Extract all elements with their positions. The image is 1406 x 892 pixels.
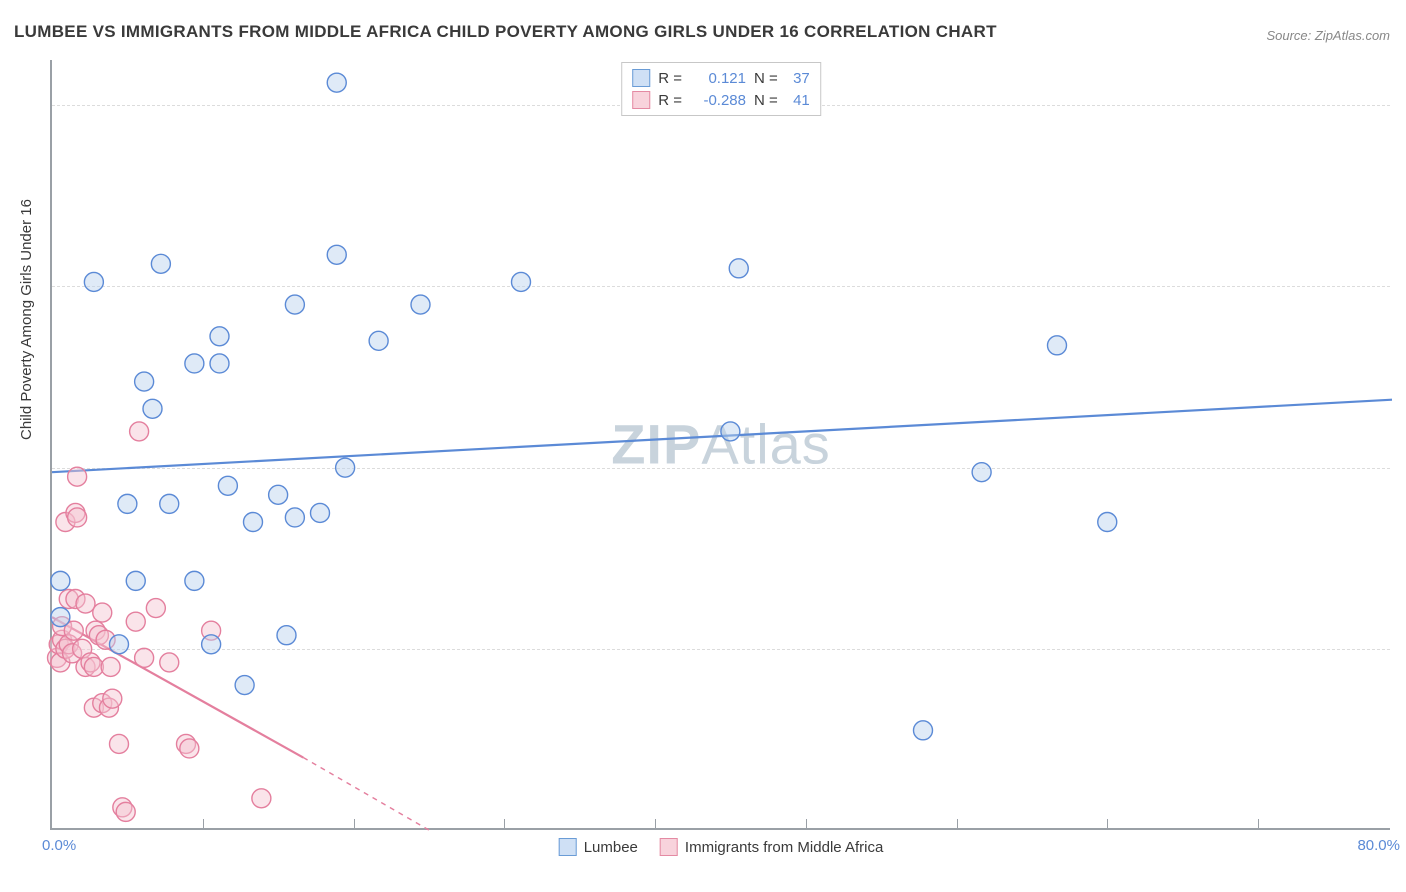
data-point [160,494,179,513]
x-tick-mark [655,819,656,829]
y-axis-title: Child Poverty Among Girls Under 16 [18,199,35,440]
data-point [76,594,95,613]
legend-row: R = 0.121 N = 37 [632,67,810,89]
data-point [185,571,204,590]
data-point [180,739,199,758]
x-tick-mark [203,819,204,829]
data-point [512,272,531,291]
n-label: N = [754,92,778,109]
swatch-icon [632,91,650,109]
swatch-icon [660,838,678,856]
x-tick-max: 80.0% [1357,837,1400,854]
legend-item: Lumbee [559,838,638,856]
data-point [126,571,145,590]
data-point [914,721,933,740]
data-point [1048,336,1067,355]
x-tick-mark [354,819,355,829]
legend-item: Immigrants from Middle Africa [660,838,883,856]
n-value: 41 [786,92,810,109]
data-point [151,254,170,273]
data-point [130,422,149,441]
correlation-legend: R = 0.121 N = 37 R = -0.288 N = 41 [621,62,821,116]
legend-row: R = -0.288 N = 41 [632,89,810,111]
x-tick-mark [1107,819,1108,829]
legend-label: Lumbee [584,839,638,856]
data-point [721,422,740,441]
legend-label: Immigrants from Middle Africa [685,839,883,856]
x-tick-mark [1258,819,1259,829]
data-point [327,245,346,264]
r-label: R = [658,92,682,109]
data-point [729,259,748,278]
data-point [972,463,991,482]
data-point [110,635,129,654]
data-point [51,608,70,627]
data-point [126,612,145,631]
data-point [285,295,304,314]
data-point [185,354,204,373]
x-tick-min: 0.0% [42,837,76,854]
data-point [118,494,137,513]
data-point [146,599,165,618]
data-point [210,354,229,373]
data-point [1098,513,1117,532]
correlation-chart: LUMBEE VS IMMIGRANTS FROM MIDDLE AFRICA … [0,0,1406,892]
data-point [311,503,330,522]
data-point [135,648,154,667]
data-point [68,508,87,527]
data-point [110,734,129,753]
plot-area: ZIPAtlas 0.0% 80.0% R = 0.121 N = 37 R =… [50,60,1390,830]
n-value: 37 [786,70,810,87]
data-point [160,653,179,672]
data-point [336,458,355,477]
trend-line-immigrants-extrapolated [303,758,429,830]
r-label: R = [658,70,682,87]
swatch-icon [632,69,650,87]
data-point [101,657,120,676]
data-point [68,467,87,486]
data-point [411,295,430,314]
data-point [244,513,263,532]
data-point [218,476,237,495]
x-tick-mark [504,819,505,829]
x-tick-mark [957,819,958,829]
data-point [84,272,103,291]
data-point [116,802,135,821]
data-point [135,372,154,391]
swatch-icon [559,838,577,856]
source-attribution: Source: ZipAtlas.com [1266,28,1390,43]
data-point [269,485,288,504]
data-point [210,327,229,346]
data-point [327,73,346,92]
n-label: N = [754,70,778,87]
r-value: 0.121 [690,70,746,87]
series-legend: Lumbee Immigrants from Middle Africa [559,838,884,856]
x-tick-mark [806,819,807,829]
data-point [369,331,388,350]
data-point [93,603,112,622]
data-point [51,571,70,590]
data-point [235,676,254,695]
data-point [202,635,221,654]
scatter-svg [52,60,1390,828]
data-point [252,789,271,808]
r-value: -0.288 [690,92,746,109]
data-point [277,626,296,645]
data-point [103,689,122,708]
data-point [285,508,304,527]
chart-title: LUMBEE VS IMMIGRANTS FROM MIDDLE AFRICA … [14,22,997,42]
data-point [143,399,162,418]
